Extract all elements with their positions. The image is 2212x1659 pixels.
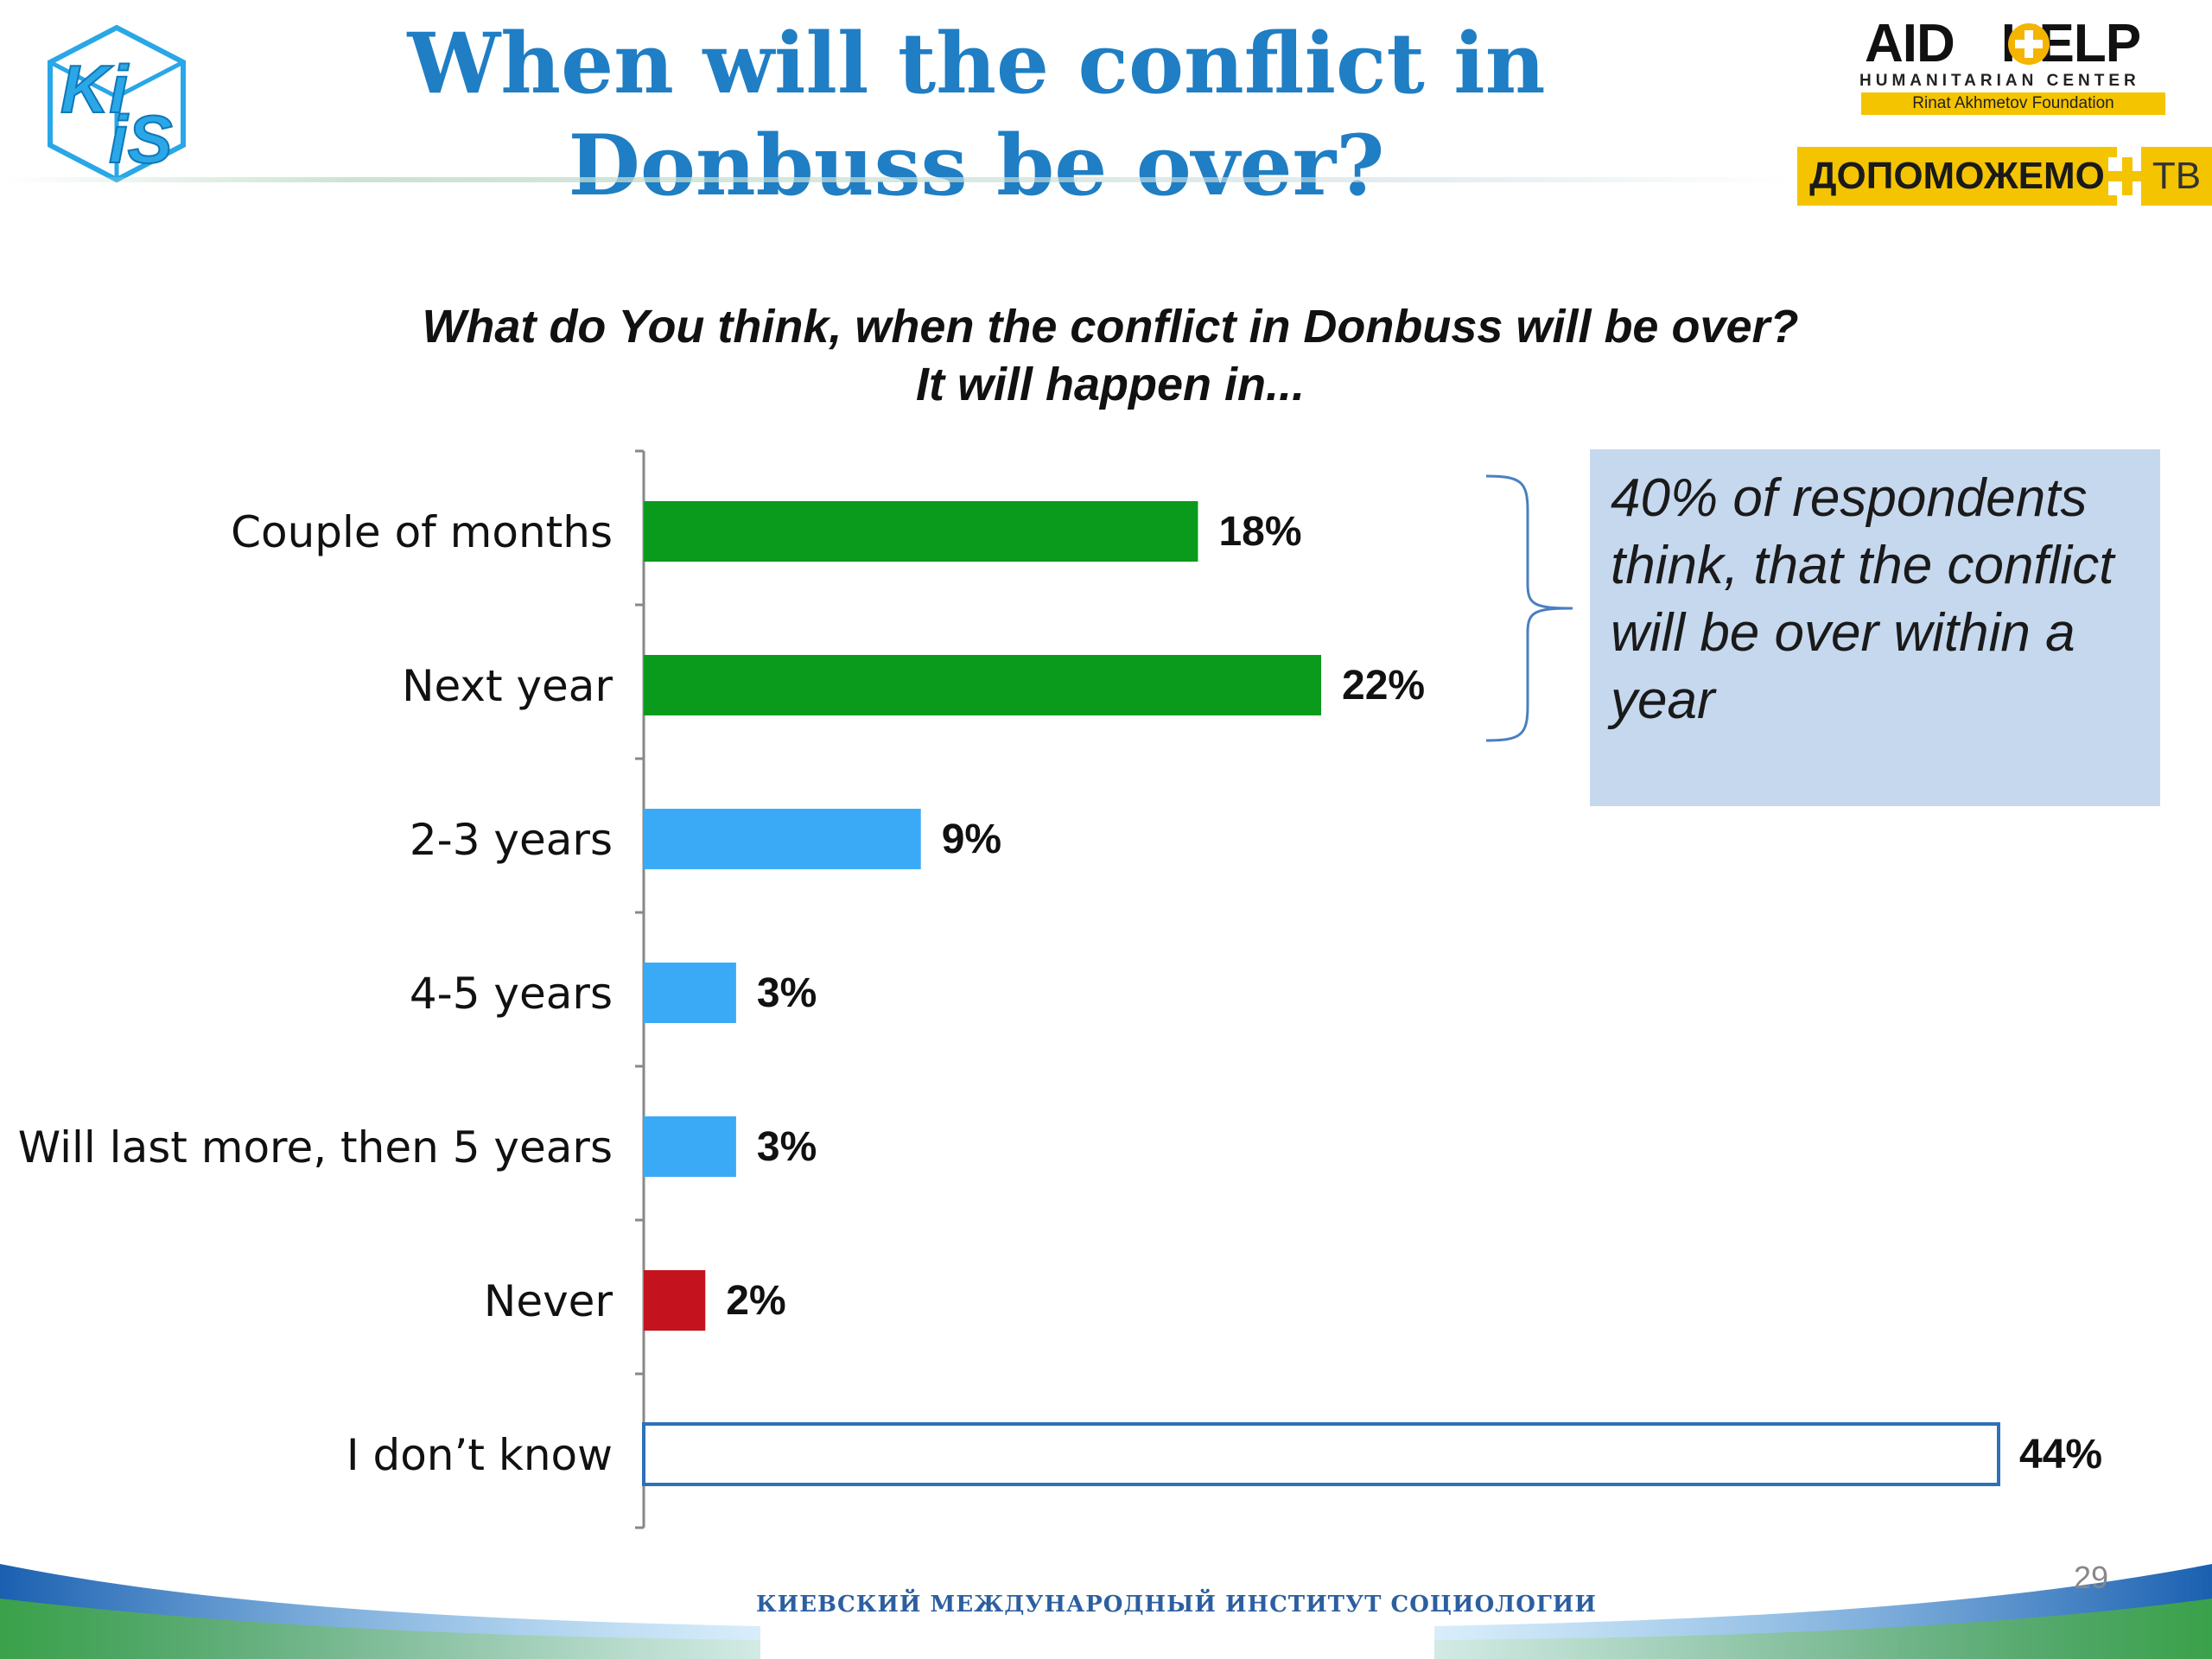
data-label: 44% <box>2019 1432 2102 1478</box>
chart-title: What do You think, when the conflict in … <box>422 301 1799 353</box>
bar-6 <box>642 1422 2000 1486</box>
aidhelp-subtitle: HUMANITARIAN CENTER <box>1859 72 2140 90</box>
dopomozhemo-label: ДОПОМОЖЕМО <box>1797 147 2117 206</box>
data-label: 3% <box>757 970 817 1016</box>
data-label: 18% <box>1218 509 1301 555</box>
data-label: 2% <box>726 1278 785 1324</box>
category-label: 4-5 years <box>410 969 613 1019</box>
slide-title: When will the conflict in Donbuss be ove… <box>407 15 1546 214</box>
header-divider <box>0 177 1797 182</box>
footer-organization: КИЕВСКИЙ МЕЖДУНАРОДНЫЙ ИНСТИТУТ СОЦИОЛОГ… <box>756 1592 1597 1618</box>
callout-text: 40% of respondents think, that the confl… <box>1611 468 2114 730</box>
bar-1 <box>644 655 1321 715</box>
category-label: Never <box>484 1276 613 1326</box>
bar-2 <box>644 809 921 869</box>
callout-box: 40% of respondents think, that the confl… <box>1590 449 2160 806</box>
footer-wave <box>0 1564 2212 1659</box>
chart-subtitle: It will happen in... <box>915 359 1305 410</box>
dopomozhemo-tv: ТВ <box>2141 147 2212 206</box>
category-label: 2-3 years <box>410 815 613 865</box>
bar-4 <box>644 1116 736 1177</box>
dopomozhemo-logo: ДОПОМОЖЕМО ТВ <box>1797 147 2212 206</box>
data-label: 3% <box>757 1124 817 1170</box>
plus-icon <box>2108 157 2146 195</box>
data-label: 22% <box>1342 663 1425 709</box>
bar-5 <box>644 1270 706 1331</box>
svg-text:iS: iS <box>109 101 173 177</box>
svg-text:Ki: Ki <box>60 51 129 127</box>
plus-icon <box>2008 23 2050 65</box>
page-number: 29 <box>2073 1560 2108 1595</box>
category-label: Will last more, then 5 years <box>18 1122 613 1173</box>
aidhelp-foundation: Rinat Akhmetov Foundation <box>1861 92 2165 115</box>
bar-3 <box>644 963 736 1023</box>
data-label: 9% <box>942 817 1001 862</box>
kiis-logo: Ki iS <box>48 24 186 183</box>
bar-0 <box>644 501 1198 562</box>
callout-bracket <box>1485 474 1573 742</box>
aidhelp-logo: AID HELP HUMANITARIAN CENTER Rinat Akhmet… <box>1849 13 2177 121</box>
category-label: Next year <box>402 661 613 711</box>
category-label: Couple of months <box>231 507 613 557</box>
category-label: I don’t know <box>346 1430 613 1480</box>
